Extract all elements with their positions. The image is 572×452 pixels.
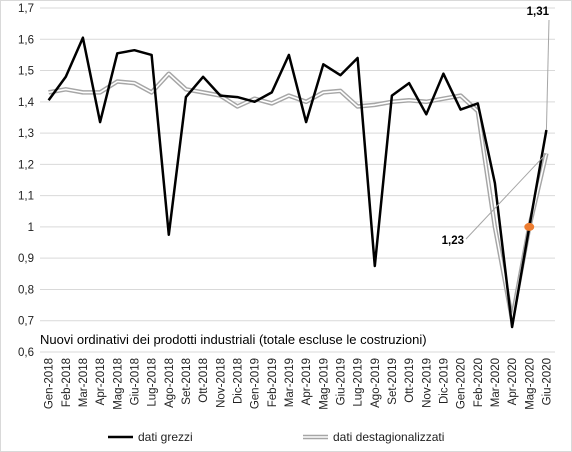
x-tick-label: Set-2019 [387,358,399,405]
x-tick-label: Gen-2018 [44,358,56,409]
y-tick-label: 1,6 [18,34,34,46]
x-tick-label: Feb-2020 [473,358,485,407]
x-tick-label: Ago-2018 [164,358,176,408]
x-tick-label: Set-2018 [181,358,193,405]
series-line-grezzi [47,36,548,329]
y-tick-label: 0,9 [18,253,34,265]
x-tick-label: Dic-2019 [438,358,450,404]
chart-title: Nuovi ordinativi dei prodotti industrial… [40,332,427,347]
x-tick-label: Apr-2019 [301,358,313,405]
legend-label-destagionalizzati: dati destagionalizzati [333,430,444,444]
y-tick-label: 1,1 [18,191,34,203]
x-tick-label: Ott-2019 [404,358,416,403]
data-label: 1,31 [527,6,550,18]
x-tick-label: Nov-2019 [421,358,433,408]
x-tick-label: Ott-2018 [198,358,210,403]
y-tick-label: 1 [28,222,34,234]
y-tick-label: 0,6 [18,347,34,359]
x-tick-label: Dic-2018 [232,358,244,404]
x-tick-label: Feb-2018 [61,358,73,407]
x-tick-label: Mar-2019 [284,358,296,407]
y-tick-label: 1,3 [18,128,34,140]
legend-label-grezzi: dati grezzi [138,430,193,444]
x-tick-label: Giu-2020 [541,358,553,405]
y-tick-label: 1,7 [18,3,34,15]
x-tick-label: Mag-2018 [112,358,124,410]
x-tick-label: Giu-2019 [335,358,347,405]
annotation-leader-line [545,19,550,130]
y-tick-label: 1,5 [18,66,34,78]
y-tick-label: 1,4 [18,97,35,109]
y-tick-label: 0,8 [18,284,34,296]
x-tick-label: Apr-2018 [95,358,107,405]
data-label: 1,23 [442,235,464,247]
x-tick-label: Ago-2019 [370,358,382,408]
series-line-destagionalizzati-inner [48,72,548,321]
x-tick-label: Nov-2018 [215,358,227,408]
x-tick-label: Lug-2019 [353,358,365,407]
x-tick-label: Mag-2020 [524,358,536,410]
x-tick-label: Apr-2020 [507,358,519,405]
x-tick-label: Mar-2020 [490,358,502,407]
legend: dati grezzi dati destagionalizzati [108,430,444,444]
annotation-leader-line [465,153,547,240]
x-tick-label: Lug-2018 [147,358,159,407]
y-tick-label: 0,7 [18,316,34,328]
x-tick-label: Gen-2019 [250,358,262,409]
x-tick-label: Mar-2018 [78,358,90,407]
x-tick-label: Gen-2020 [456,358,468,409]
y-tick-label: 1,2 [18,159,34,171]
data-point-marker [524,222,535,231]
x-tick-label: Mag-2019 [318,358,330,410]
x-tick-label: Giu-2018 [129,358,141,405]
x-tick-label: Feb-2019 [267,358,279,407]
